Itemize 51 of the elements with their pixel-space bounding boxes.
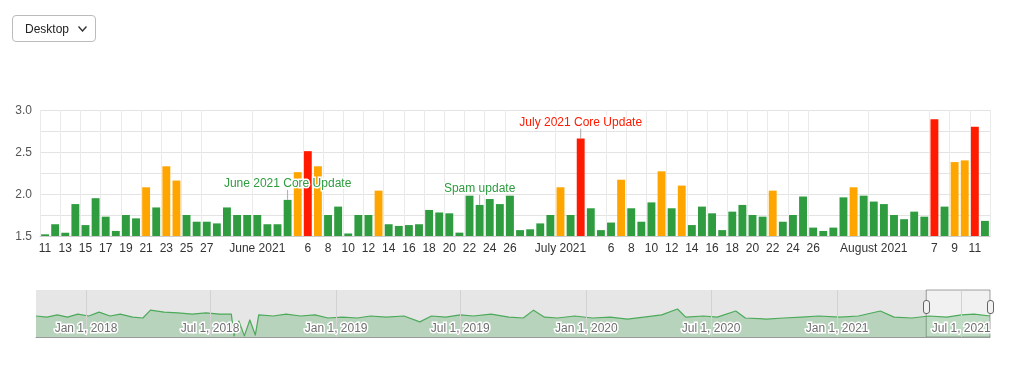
y-tick-label: 1.5 [15, 229, 33, 243]
x-tick-label: 14 [381, 241, 396, 255]
x-tick-label: 22 [766, 241, 780, 255]
x-tick-label: Jan 1, 2018 [54, 321, 118, 335]
x-tick-label: 27 [200, 241, 214, 255]
x-tick-label: Jan 1, 2019 [304, 321, 368, 335]
x-tick-label: Jul 1, 2020 [681, 321, 741, 335]
y-tick-label: 2.5 [15, 145, 33, 159]
x-tick-label: August 2021 [840, 241, 908, 255]
x-tick-label: 13 [58, 241, 73, 255]
x-tick-label: 6 [607, 241, 615, 255]
x-tick-label: 21 [139, 241, 154, 255]
x-tick-label: Jul 1, 2019 [430, 321, 490, 335]
x-tick-label: 19 [119, 241, 133, 255]
x-tick-label: 9 [951, 241, 959, 255]
annotation: Spam update [443, 180, 516, 195]
x-tick-label: 24 [786, 241, 800, 255]
x-tick-label: June 2021 [229, 241, 286, 255]
x-tick-label: 16 [402, 241, 416, 255]
x-tick-label: 12 [361, 241, 376, 255]
x-tick-label: 20 [745, 241, 760, 255]
x-tick-label: 10 [644, 241, 659, 255]
x-tick-label: July 2021 [534, 241, 587, 255]
x-tick-label: 24 [483, 241, 497, 255]
x-tick-label: 7 [931, 241, 939, 255]
x-tick-label: Jul 1, 2021 [931, 321, 991, 335]
x-tick-label: 17 [99, 241, 113, 255]
x-tick-label: 26 [806, 241, 821, 255]
x-tick-label: Jan 1, 2021 [805, 321, 869, 335]
x-tick-label: 10 [341, 241, 356, 255]
x-tick-label: 20 [442, 241, 457, 255]
x-tick-label: 11 [968, 241, 982, 255]
x-tick-label: 6 [304, 241, 312, 255]
annotation: July 2021 Core Update [519, 114, 643, 129]
x-tick-label: 23 [159, 241, 174, 255]
x-tick-label: 26 [503, 241, 517, 255]
y-tick-label: 3.0 [15, 103, 33, 117]
x-tick-label: 12 [664, 241, 679, 255]
x-tick-label: 22 [462, 241, 477, 255]
x-tick-label: 14 [685, 241, 699, 255]
x-tick-label: 18 [422, 241, 437, 255]
x-tick-label: 8 [324, 241, 332, 255]
x-tick-label: 18 [725, 241, 740, 255]
x-tick-label: 16 [705, 241, 720, 255]
x-tick-label: 8 [627, 241, 635, 255]
y-tick-label: 2.0 [15, 187, 33, 201]
dropdown: Desktop [12, 15, 97, 42]
x-tick-label: 25 [179, 241, 194, 255]
x-tick-label: 11 [38, 241, 52, 255]
x-tick-label: 15 [78, 241, 93, 255]
x-tick-label: Jan 1, 2020 [554, 321, 619, 335]
